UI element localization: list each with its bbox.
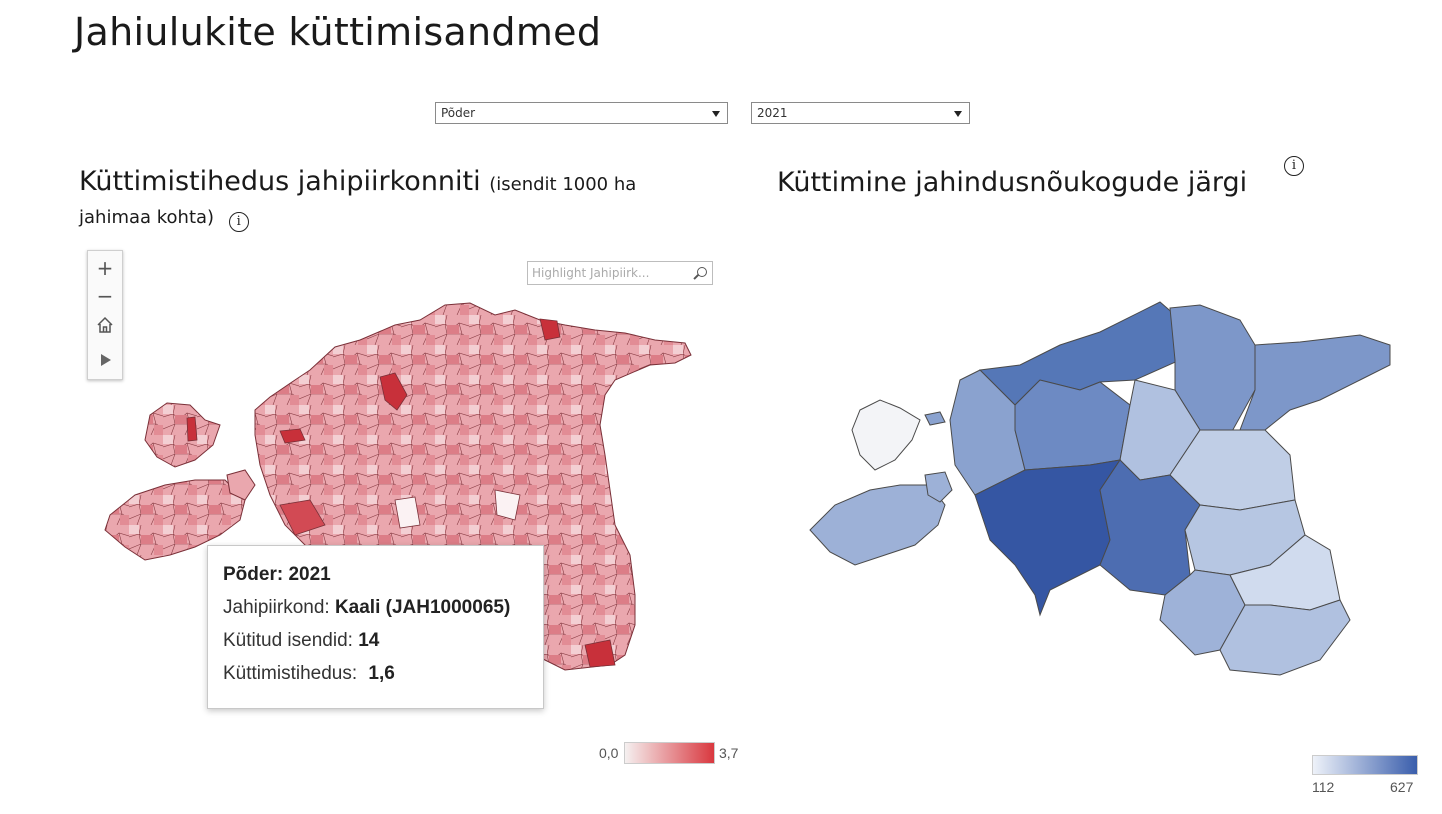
right-map-title-text: Küttimine jahindusnõukogude järgi [777,167,1248,198]
tooltip-species-label: Põder: [223,564,284,585]
info-icon[interactable]: i [1284,156,1304,176]
tooltip-density-value: 1,6 [368,663,395,684]
right-legend-min: 112 [1312,779,1335,795]
play-icon [101,354,111,366]
search-icon [697,267,707,277]
left-map-title-note-a: (isendit 1000 ha [489,174,637,195]
left-map-district-light[interactable] [394,496,421,529]
right-map[interactable] [800,290,1400,690]
left-map-district-dark[interactable] [186,416,198,442]
zoom-out-button[interactable]: − [96,284,114,308]
chevron-down-icon [954,111,962,117]
left-map-title: Küttimistihedus jahipiirkonniti (isendit… [79,167,699,233]
left-legend-gradient [624,742,715,764]
species-select[interactable]: Põder [435,102,728,124]
left-map-muhu[interactable] [226,469,256,501]
home-icon [97,316,113,333]
info-icon[interactable]: i [228,212,249,232]
left-map-district-dark[interactable] [584,639,616,668]
tooltip-count-value: 14 [358,630,380,651]
left-map-district-dark[interactable] [379,372,408,411]
zoom-in-button[interactable]: + [96,256,114,280]
left-map-district-light[interactable] [494,489,521,521]
tooltip-species-value: 2021 [288,564,331,585]
highlight-search-placeholder: Highlight Jahipiirk... [532,266,650,280]
tooltip-row: Kütitud isendid: 14 [223,630,543,663]
tooltip-row: Küttimistihedus: 1,6 [223,663,543,696]
left-map-title-note-b: jahimaa kohta) [79,207,215,228]
right-map-region[interactable] [1219,599,1351,676]
left-map-district-dark[interactable] [539,318,561,341]
left-map-hiiumaa[interactable] [144,402,221,468]
tooltip-density-label: Küttimistihedus: [223,663,358,684]
right-map-island[interactable] [924,411,946,426]
right-map-region[interactable] [1239,334,1391,431]
right-map-region[interactable] [1014,379,1131,471]
tooltip-row: Jahipiirkond: Kaali (JAH1000065) [223,597,543,630]
species-select-value: Põder [441,106,476,120]
left-map-district-dark[interactable] [279,499,326,536]
right-map-muhu[interactable] [924,471,953,503]
right-map-hiiumaa[interactable] [851,399,921,471]
left-map-district-dark[interactable] [279,428,306,444]
left-legend-min: 0,0 [599,745,619,761]
home-button[interactable] [88,311,122,339]
tooltip-count-label: Kütitud isendid: [223,630,353,651]
tooltip-row: Põder: 2021 [223,564,543,597]
right-legend-gradient [1312,755,1418,775]
tooltip-district-label: Jahipiirkond: [223,597,330,618]
right-map-region[interactable] [1169,304,1256,436]
left-map-saaremaa[interactable] [104,479,246,561]
year-select[interactable]: 2021 [751,102,970,124]
right-map-saaremaa[interactable] [809,484,946,566]
right-map-title: Küttimine jahindusnõukogude järgi [777,167,1247,198]
right-legend-max: 627 [1390,779,1414,795]
play-button[interactable] [88,346,122,374]
highlight-search-input[interactable]: Highlight Jahipiirk... [527,261,713,285]
map-zoom-toolbar: + − [87,250,123,380]
map-tooltip: Põder: 2021 Jahipiirkond: Kaali (JAH1000… [207,545,544,709]
year-select-value: 2021 [757,106,788,120]
left-map-title-main: Küttimistihedus jahipiirkonniti [79,166,481,197]
page-title: Jahiulukite küttimisandmed [74,10,602,54]
chevron-down-icon [712,111,720,117]
left-legend-max: 3,7 [719,745,739,761]
tooltip-district-value: Kaali (JAH1000065) [334,597,511,618]
